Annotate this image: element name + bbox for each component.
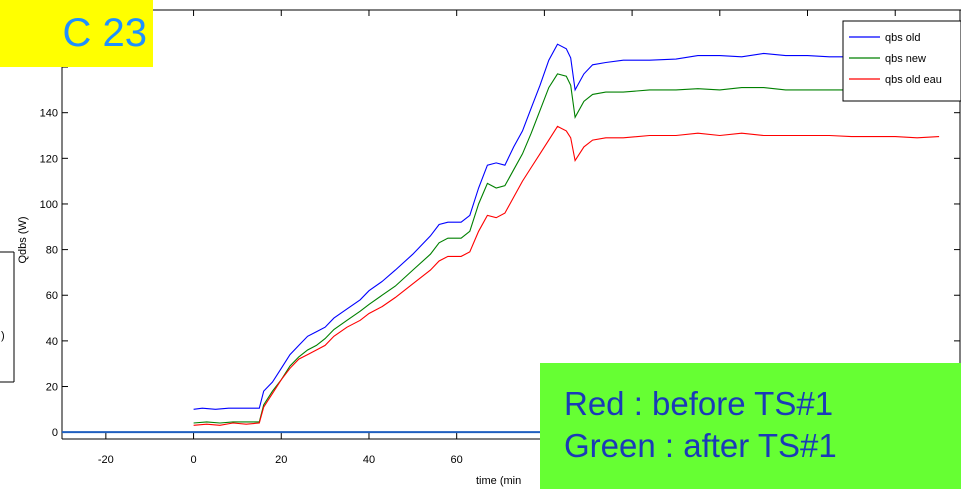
- annotation-box: Red : before TS#1 Green : after TS#1: [540, 363, 961, 489]
- legend-label-1: qbs old: [885, 32, 920, 44]
- x-tick-label: 40: [363, 454, 375, 466]
- legend: qbs old qbs new qbs old eau: [842, 20, 961, 102]
- x-tick-label: 20: [275, 454, 287, 466]
- y-tick-label: 120: [40, 153, 58, 165]
- x-tick-label: -20: [98, 454, 114, 466]
- x-axis-label: time (min: [476, 475, 521, 487]
- legend-box: [842, 20, 961, 102]
- annotation-line-green: Green : after TS#1: [564, 427, 837, 464]
- x-tick-label: 0: [190, 454, 196, 466]
- series-line-1: [193, 43, 940, 410]
- y-tick-label: 20: [46, 382, 58, 394]
- y-tick-label: 0: [52, 427, 58, 439]
- x-tick-label: 60: [451, 454, 463, 466]
- annotation-line-red: Red : before TS#1: [564, 385, 834, 422]
- left-fragment-label: ): [1, 330, 5, 342]
- y-tick-label: 60: [46, 290, 58, 302]
- series-line-2: [193, 73, 940, 424]
- series-line-3: [193, 125, 940, 426]
- left-cutoff-frame: ): [0, 251, 15, 383]
- series-layer: [193, 43, 940, 426]
- y-tick-label: 140: [40, 108, 58, 120]
- legend-label-2: qbs new: [885, 53, 926, 65]
- y-tick-label: 80: [46, 245, 58, 257]
- badge-c23: C 23: [0, 0, 153, 67]
- y-tick-label: 40: [46, 336, 58, 348]
- y-tick-label: 100: [40, 199, 58, 211]
- legend-label-3: qbs old eau: [885, 74, 942, 86]
- y-axis-label: Qdbs (W): [17, 216, 29, 263]
